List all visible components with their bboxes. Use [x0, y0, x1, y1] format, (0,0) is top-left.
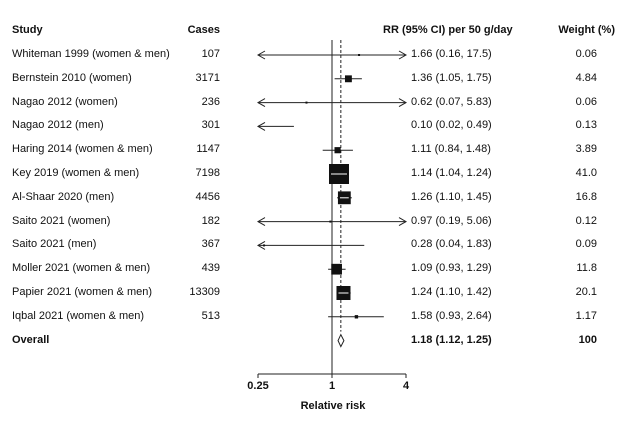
study-label: Haring 2014 (women & men) [12, 143, 153, 156]
cases-value: 513 [201, 309, 220, 322]
weight-value: 3.89 [575, 143, 597, 156]
ci-arrow-left [256, 240, 266, 250]
study-label: Moller 2021 (women & men) [12, 262, 151, 275]
study-label: Saito 2021 (men) [12, 238, 97, 251]
overall-label: Overall [12, 333, 50, 346]
overall-rr-ci-value: 1.18 (1.12, 1.25) [411, 333, 492, 346]
cases-value: 13309 [189, 286, 220, 298]
rr-ci-value: 0.62 (0.07, 5.83) [411, 95, 492, 108]
rr-ci-value: 1.14 (1.04, 1.24) [411, 167, 492, 179]
rr-ci-value: 1.24 (1.10, 1.42) [411, 286, 492, 298]
weight-value: 16.8 [575, 190, 597, 203]
weight-value: 0.12 [575, 214, 597, 227]
weight-value: 1.17 [575, 309, 597, 322]
point-estimate-box [331, 263, 342, 275]
study-label: Nagao 2012 (men) [12, 119, 104, 132]
point-estimate-box [329, 220, 332, 223]
rr-ci-value: 1.26 (1.10, 1.45) [411, 190, 492, 203]
weight-value: 0.13 [575, 119, 597, 132]
header-weight: Weight (%) [558, 24, 615, 36]
overall-weight-value: 100 [578, 333, 597, 346]
point-estimate-box [305, 101, 308, 104]
x-axis-label: Relative risk [300, 400, 366, 412]
point-estimate-box [354, 315, 359, 319]
cases-value: 182 [201, 214, 220, 227]
study-label: Saito 2021 (women) [12, 214, 111, 227]
rr-ci-value: 0.97 (0.19, 5.06) [411, 214, 492, 227]
ci-arrow-left [256, 121, 266, 131]
weight-value: 11.8 [576, 262, 597, 275]
cases-value: 107 [201, 48, 220, 60]
x-tick-label: 0.25 [247, 380, 269, 392]
cases-value: 3171 [195, 71, 220, 84]
weight-value: 0.09 [575, 238, 597, 251]
study-label: Iqbal 2021 (women & men) [12, 309, 145, 322]
study-label: Whiteman 1999 (women & men) [12, 48, 170, 60]
rr-ci-value: 1.66 (0.16, 17.5) [411, 48, 492, 60]
rr-ci-value: 1.36 (1.05, 1.75) [411, 71, 492, 84]
study-label: Nagao 2012 (women) [12, 95, 118, 108]
cases-value: 367 [201, 238, 220, 251]
cases-value: 4456 [195, 190, 220, 203]
weight-value: 20.1 [575, 286, 597, 298]
ci-arrow-right [398, 50, 408, 60]
header-rr: RR (95% CI) per 50 g/day [383, 24, 513, 36]
cases-value: 439 [201, 262, 220, 275]
study-label: Bernstein 2010 (women) [12, 71, 132, 84]
weight-value: 41.0 [575, 167, 597, 179]
x-tick-label: 1 [328, 380, 336, 392]
study-label: Key 2019 (women & men) [12, 167, 140, 179]
ci-arrow-right [398, 217, 408, 227]
weight-value: 0.06 [575, 48, 597, 60]
rr-ci-value: 0.10 (0.02, 0.49) [411, 119, 492, 132]
rr-ci-value: 1.09 (0.93, 1.29) [411, 262, 492, 275]
header-cases: Cases [187, 24, 220, 36]
ci-arrow-left [256, 217, 266, 227]
header-study: Study [12, 24, 43, 36]
study-label: Al-Shaar 2020 (men) [12, 190, 115, 203]
point-estimate-box [263, 244, 266, 247]
ci-arrow-left [256, 98, 266, 108]
weight-value: 4.84 [575, 71, 597, 84]
point-estimate-box [344, 75, 352, 83]
cases-value: 236 [201, 95, 220, 108]
ci-arrow-left [256, 50, 266, 60]
rr-ci-value: 1.11 (0.84, 1.48) [411, 143, 491, 156]
rr-ci-value: 1.58 (0.93, 2.64) [411, 309, 492, 322]
rr-ci-value: 0.28 (0.04, 1.83) [411, 238, 492, 251]
point-estimate-box [358, 54, 361, 56]
point-estimate-box [334, 147, 341, 154]
cases-value: 301 [201, 119, 220, 132]
cases-value: 1147 [196, 143, 220, 156]
cases-value: 7198 [195, 167, 220, 179]
weight-value: 0.06 [575, 95, 597, 108]
study-label: Papier 2021 (women & men) [12, 286, 153, 298]
x-tick-label: 4 [402, 380, 410, 392]
ci-arrow-right [398, 98, 408, 108]
overall-diamond [337, 333, 345, 348]
